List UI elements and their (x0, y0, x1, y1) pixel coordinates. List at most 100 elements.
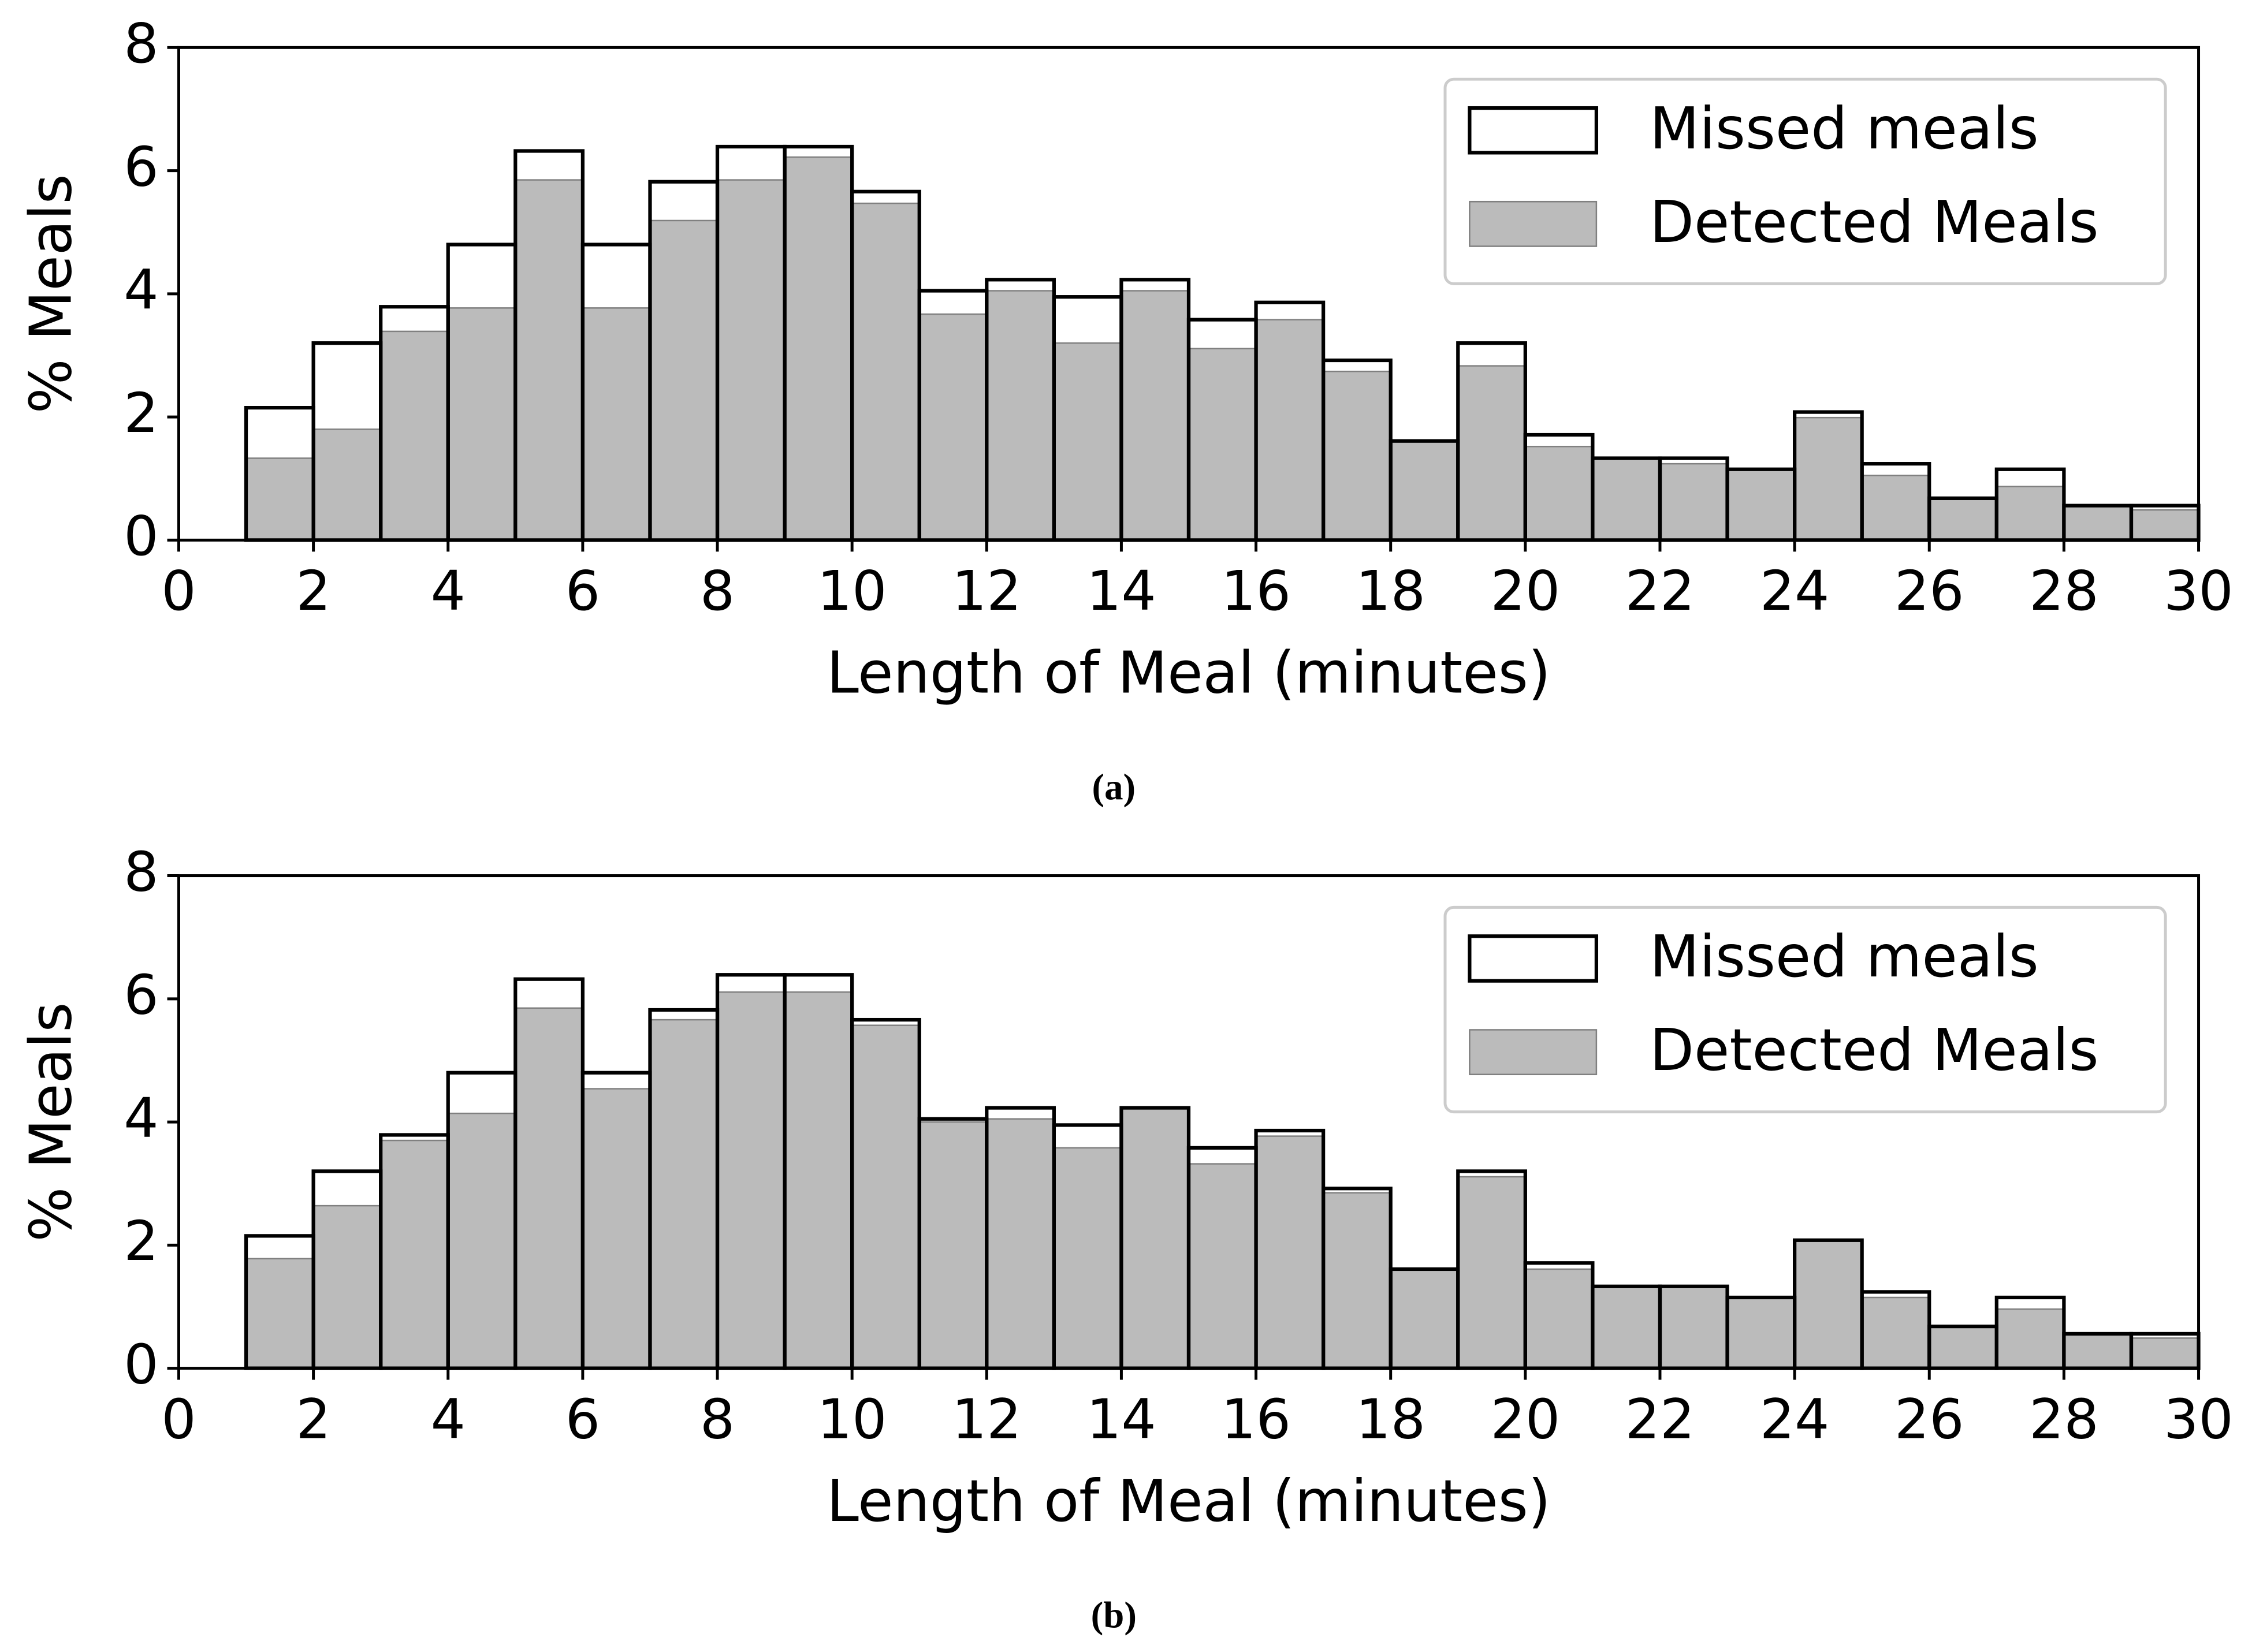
x-tick-label: 22 (1625, 1388, 1695, 1451)
bar (649, 219, 719, 541)
legend-swatch (1468, 934, 1599, 983)
x-tick-label: 0 (161, 1388, 196, 1451)
legend-label: Missed meals (1650, 95, 2039, 162)
legend-label: Detected Meals (1650, 188, 2098, 256)
bar (447, 307, 516, 541)
y-tick-label: 6 (124, 964, 158, 1027)
bar (515, 1007, 584, 1369)
bar (649, 1019, 719, 1369)
x-tick-label: 12 (952, 560, 1022, 623)
x-tick-label: 4 (431, 560, 466, 623)
x-tick-label: 0 (161, 560, 196, 623)
x-tick-label: 2 (296, 1388, 330, 1451)
x-tick-label: 8 (700, 560, 735, 623)
x-tick-label: 6 (565, 1388, 600, 1451)
bar (312, 1204, 382, 1369)
bar (1726, 1296, 1796, 1369)
bar (2063, 505, 2132, 541)
bar (918, 1121, 988, 1369)
bar (1457, 1176, 1527, 1369)
bar (582, 307, 651, 541)
x-tick-label: 6 (565, 560, 600, 623)
bar (1996, 1308, 2065, 1369)
bar (245, 457, 314, 541)
x-tick-label: 12 (952, 1388, 1022, 1451)
bar (1929, 1325, 1998, 1369)
y-tick-label: 4 (124, 259, 158, 322)
legend-frame (1443, 77, 2167, 285)
y-tick-label: 0 (124, 505, 158, 568)
bar (447, 1112, 516, 1369)
y-tick-label: 0 (124, 1333, 158, 1396)
bar (1659, 1285, 1728, 1369)
bar (1390, 440, 1459, 541)
bar (1793, 416, 1863, 541)
bar (1861, 475, 1930, 541)
bar (1255, 319, 1324, 541)
bar (1322, 370, 1391, 541)
bar (2130, 1337, 2199, 1369)
legend-label: Detected Meals (1650, 1016, 2098, 1084)
caption: (a) (1092, 766, 1136, 808)
x-tick-label: 26 (1894, 1388, 1964, 1451)
x-tick-label: 18 (1356, 1388, 1425, 1451)
bar (1188, 348, 1257, 541)
x-tick-label: 8 (700, 1388, 735, 1451)
bar (582, 1088, 651, 1369)
x-tick-label: 18 (1356, 560, 1425, 623)
bar (379, 1139, 449, 1369)
bar (851, 202, 920, 541)
x-tick-label: 24 (1760, 1388, 1830, 1451)
x-tick-label: 30 (2164, 1388, 2234, 1451)
bar (1188, 1163, 1257, 1369)
x-tick-label: 16 (1221, 1388, 1291, 1451)
legend-swatch (1469, 200, 1598, 247)
y-tick-label: 6 (124, 135, 158, 199)
bar (1726, 468, 1796, 541)
legend-swatch (1468, 106, 1599, 155)
x-tick-label: 10 (817, 560, 887, 623)
bar (2130, 509, 2199, 541)
y-tick-label: 2 (124, 1210, 158, 1273)
bar (1592, 1285, 1661, 1369)
bar (1793, 1239, 1863, 1369)
bar (1592, 457, 1661, 541)
legend-label: Missed meals (1650, 923, 2039, 990)
legend-frame (1443, 905, 2167, 1114)
bar (1861, 1296, 1930, 1369)
bar (1996, 486, 2065, 541)
x-tick-label: 24 (1760, 560, 1830, 623)
bar (1121, 290, 1190, 541)
bar (245, 1258, 314, 1369)
bar (716, 991, 786, 1369)
bar (312, 428, 382, 541)
bar (1053, 1147, 1122, 1369)
bar (379, 330, 449, 541)
bar (986, 290, 1055, 541)
bar (1255, 1135, 1324, 1369)
bar (1322, 1192, 1391, 1369)
y-tick-label: 8 (124, 12, 158, 76)
bar (918, 313, 988, 541)
x-tick-label: 10 (817, 1388, 887, 1451)
bar (986, 1118, 1055, 1369)
x-tick-label: 20 (1491, 1388, 1561, 1451)
x-tick-label: 4 (431, 1388, 466, 1451)
y-tick-label: 4 (124, 1087, 158, 1150)
bar (851, 1024, 920, 1369)
bar (515, 179, 584, 541)
x-tick-label: 14 (1086, 560, 1156, 623)
bar (716, 179, 786, 541)
y-axis-label: % Meals (17, 174, 84, 413)
bar (1390, 1268, 1459, 1369)
caption: (b) (1091, 1595, 1137, 1636)
x-axis-label: Length of Meal (minutes) (827, 1467, 1550, 1535)
y-tick-label: 2 (124, 382, 158, 445)
x-tick-label: 28 (2029, 560, 2099, 623)
y-tick-label: 8 (124, 840, 158, 904)
bar (2063, 1333, 2132, 1369)
bar (784, 156, 853, 541)
x-tick-label: 26 (1894, 560, 1964, 623)
x-tick-label: 16 (1221, 560, 1291, 623)
x-axis-label: Length of Meal (minutes) (827, 639, 1550, 707)
